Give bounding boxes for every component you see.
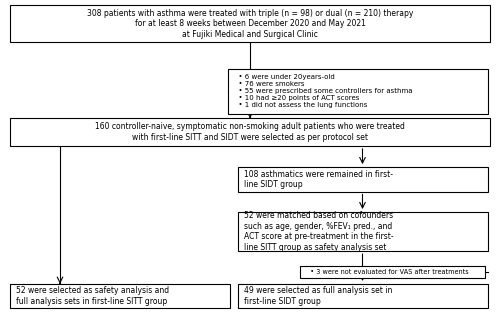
Text: • 6 were under 20years-old
  • 76 were smokers
  • 55 were prescribed some contr: • 6 were under 20years-old • 76 were smo… [234, 74, 412, 108]
Text: • 3 were not evaluated for VAS after treatments: • 3 were not evaluated for VAS after tre… [306, 269, 468, 275]
FancyBboxPatch shape [238, 284, 488, 308]
Text: 108 asthmatics were remained in first-
line SIDT group: 108 asthmatics were remained in first- l… [244, 170, 392, 189]
FancyBboxPatch shape [300, 266, 485, 278]
FancyBboxPatch shape [10, 118, 490, 146]
Text: 52 were selected as safety analysis and
full analysis sets in first-line SITT gr: 52 were selected as safety analysis and … [16, 286, 169, 306]
FancyBboxPatch shape [238, 167, 488, 192]
Text: 308 patients with asthma were treated with triple (n = 98) or dual (n = 210) the: 308 patients with asthma were treated wi… [87, 9, 413, 39]
FancyBboxPatch shape [10, 5, 490, 42]
Text: 52 were matched based on cofounders
such as age, gender, %FEV₁ pred., and
ACT sc: 52 were matched based on cofounders such… [244, 211, 393, 252]
Text: 49 were selected as full analysis set in
first-line SIDT group: 49 were selected as full analysis set in… [244, 286, 392, 306]
FancyBboxPatch shape [238, 212, 488, 251]
Text: 160 controller-naive, symptomatic non-smoking adult patients who were treated
wi: 160 controller-naive, symptomatic non-sm… [95, 122, 405, 142]
FancyBboxPatch shape [228, 69, 488, 114]
FancyBboxPatch shape [10, 284, 230, 308]
